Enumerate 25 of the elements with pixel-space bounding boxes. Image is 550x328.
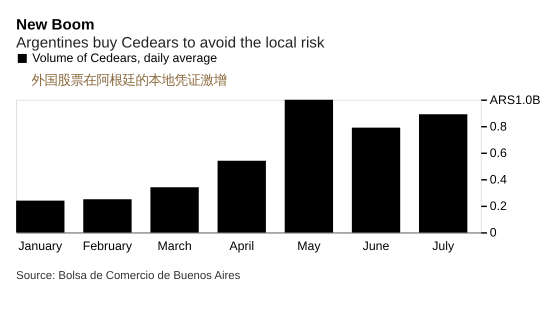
bar [150,187,199,232]
y-tick-label: 0.8 [490,120,508,134]
y-tick-label: 0.6 [490,146,508,160]
x-tick-label: May [297,238,322,253]
bar [284,100,334,232]
x-tick-label: February [82,238,133,253]
x-tick-label: July [432,238,455,253]
bar [218,160,266,232]
bar [16,200,64,232]
chart-title: New Boom [16,16,94,34]
y-tick-label: 0.4 [490,172,508,187]
y-tick-label: ARS1.0B [490,92,540,107]
y-tick-label: 0.2 [490,199,508,214]
text: 外国股票在阿根廷的本地凭证激增 [31,72,226,88]
source-note: Source: Bolsa de Comercio de Buenos Aires [16,270,241,282]
x-tick-label: January [18,238,64,253]
chart-subtitle: Argentines buy Cedears to avoid the local risk [16,34,325,52]
x-tick-label: March [157,238,192,253]
x-tick-label: June [362,238,390,253]
legend-label: Volume of Cedears, daily average [32,51,218,66]
bar [419,114,468,232]
bar [83,199,132,232]
x-tick-label: April [229,238,254,253]
y-tick-label: 0 [490,226,497,240]
bar [352,128,400,232]
